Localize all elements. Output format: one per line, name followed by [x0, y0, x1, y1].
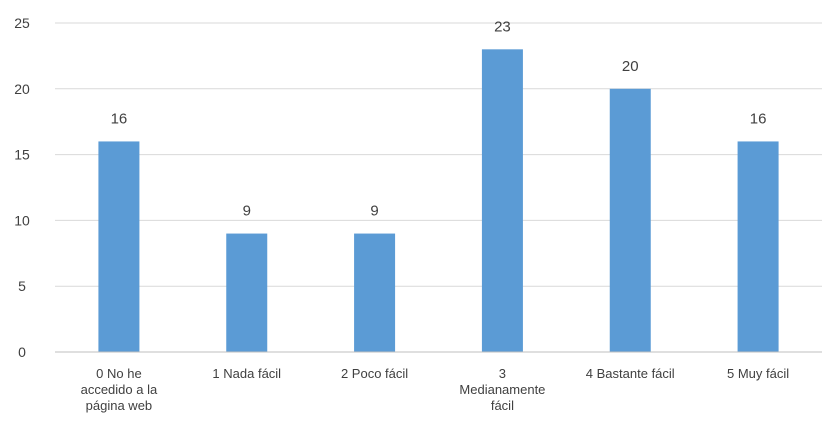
y-axis-ticks: 0 5 10 15 20 25: [14, 15, 30, 360]
bars: [98, 49, 779, 353]
data-label: 16: [111, 110, 128, 127]
x-tick-label: 3 Medianamente fácil: [459, 366, 545, 413]
bar: [737, 141, 779, 352]
bar: [226, 233, 268, 352]
bar: [481, 49, 523, 352]
x-tick-label: 5 Muy fácil: [727, 366, 789, 381]
y-tick-label: 10: [14, 212, 30, 228]
y-tick-label: 25: [14, 15, 30, 31]
bar: [354, 233, 396, 352]
gridlines: [55, 22, 822, 287]
x-tick-label: 1 Nada fácil: [212, 366, 281, 381]
data-label: 9: [243, 203, 251, 220]
y-tick-label: 15: [14, 147, 30, 163]
x-tick-label: 2 Poco fácil: [341, 366, 408, 381]
data-label: 16: [750, 110, 767, 127]
data-label: 20: [622, 58, 639, 75]
data-label: 9: [370, 203, 378, 220]
y-tick-label: 5: [18, 278, 26, 294]
x-axis-ticks: 0 No he accedido a la página web 1 Nada fác…: [81, 366, 790, 413]
bar: [609, 88, 651, 353]
x-tick-label: 0 No he accedido a la página web: [81, 366, 158, 413]
x-tick-label: 4 Bastante fácil: [586, 366, 675, 381]
y-tick-label: 0: [18, 344, 26, 360]
data-label: 23: [494, 18, 511, 35]
bar: [98, 141, 140, 352]
y-tick-label: 20: [14, 81, 30, 97]
data-labels: 16 9 9 23 20 16: [111, 18, 767, 219]
